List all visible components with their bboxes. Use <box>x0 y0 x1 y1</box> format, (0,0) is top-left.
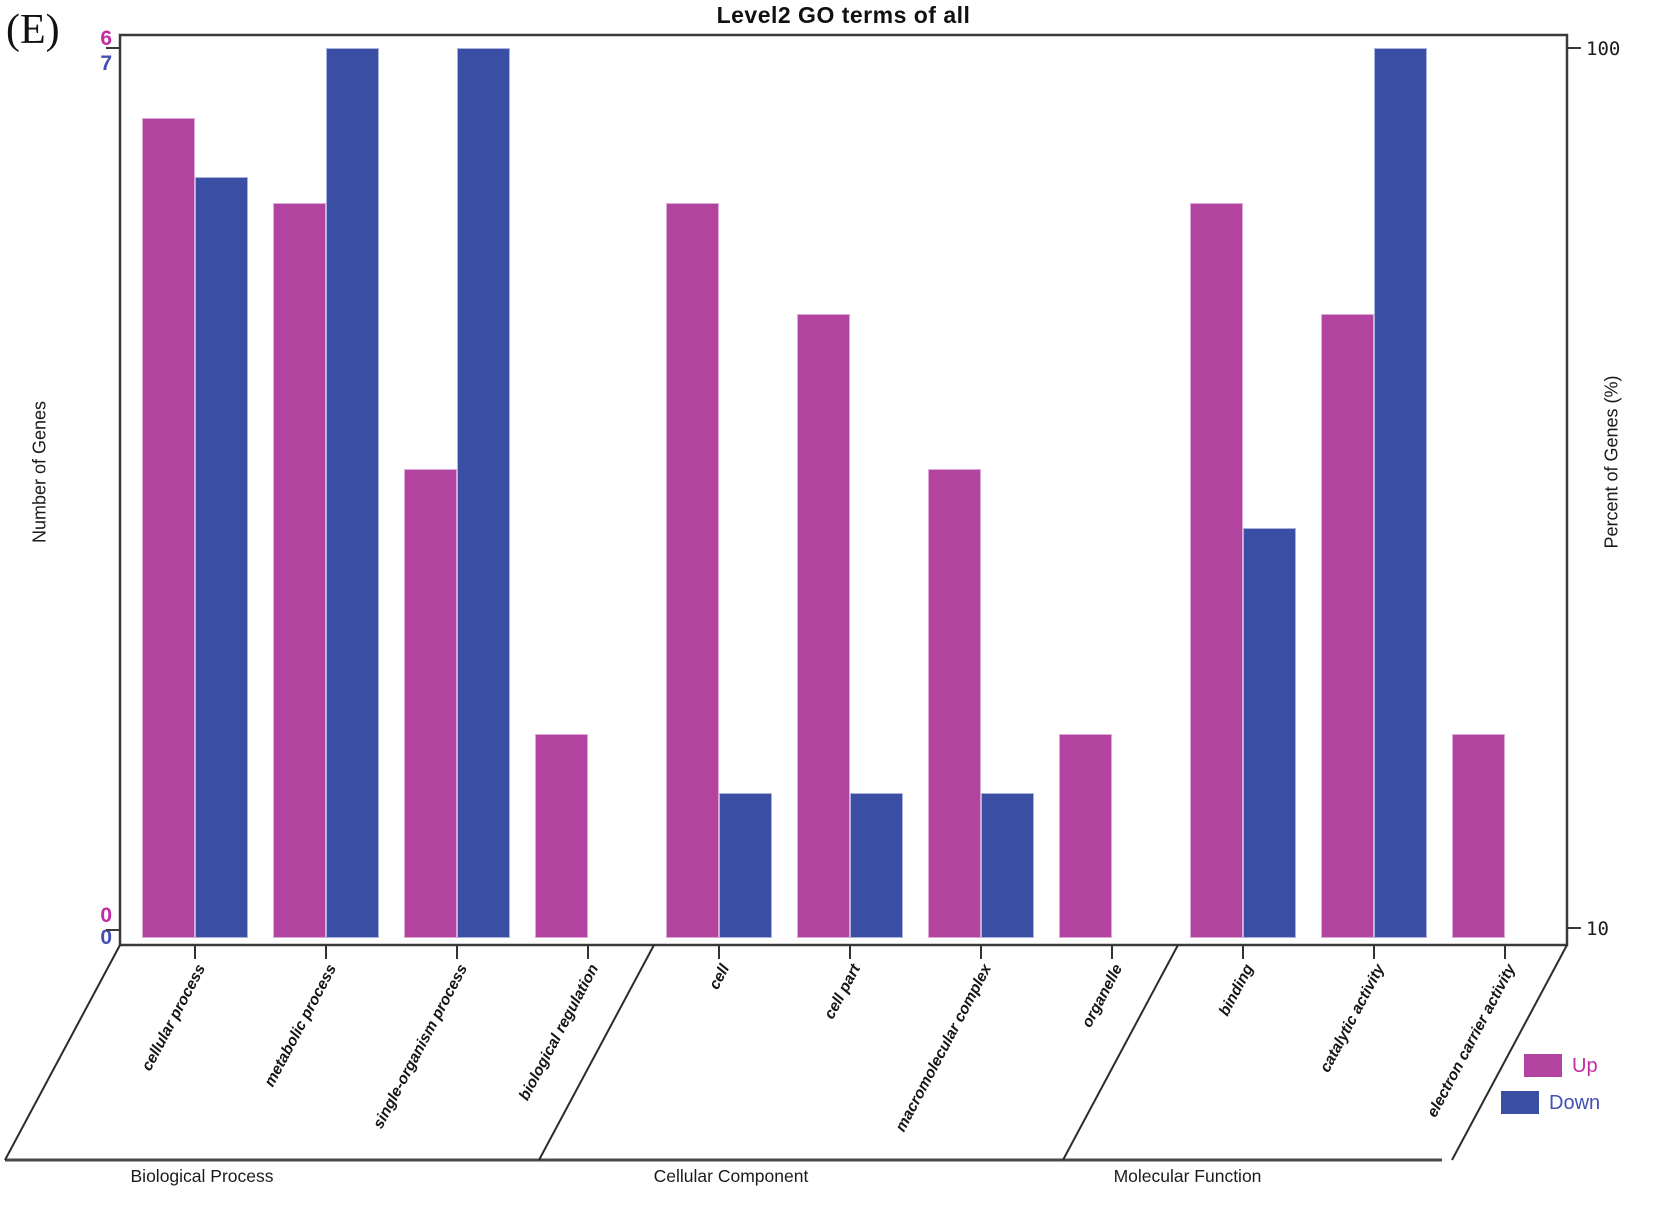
bar-down-metabolic-process <box>326 48 379 938</box>
bar-up-cell-part <box>797 313 850 938</box>
chart-title: Level2 GO terms of all <box>716 2 971 28</box>
bar-down-binding <box>1243 527 1296 938</box>
legend-label-up: Up <box>1572 1054 1598 1077</box>
group-label-molecular-function: Molecular Function <box>1113 1166 1262 1186</box>
bar-up-binding <box>1190 203 1243 938</box>
bar-up-catalytic-activity <box>1321 313 1374 938</box>
bar-up-biological-regulation <box>535 734 588 938</box>
bar-down-macromolecular-complex <box>981 793 1034 938</box>
panel-label: (E) <box>6 7 60 53</box>
bar-down-catalytic-activity <box>1374 48 1427 938</box>
bar-up-cell <box>666 203 719 938</box>
bar-down-cell-part <box>850 793 903 938</box>
right-axis-tick-10: 10 <box>1586 918 1609 940</box>
bar-up-electron-carrier-activity <box>1452 734 1505 938</box>
left-axis-tick-down-min: 0 <box>100 926 112 949</box>
group-separator-2 <box>1062 944 1179 1161</box>
label-area-right-edge <box>1451 944 1568 1161</box>
plot-border <box>118 33 1569 947</box>
bar-down-cellular-process <box>195 176 248 938</box>
left-axis-tick-down-max: 7 <box>100 52 112 75</box>
legend-item-up: Up <box>1524 1054 1598 1077</box>
legend-item-down: Down <box>1501 1091 1600 1114</box>
bar-down-cell <box>719 793 772 938</box>
bar-up-single-organism-process <box>404 468 457 938</box>
legend-swatch-down <box>1501 1091 1539 1114</box>
bar-up-organelle <box>1059 734 1112 938</box>
group-separator-1 <box>538 944 655 1161</box>
label-area-left-edge <box>4 944 121 1161</box>
left-axis-tick-up-max: 6 <box>100 27 112 50</box>
chart-frame <box>4 33 1581 1162</box>
legend-swatch-up <box>1524 1054 1562 1077</box>
left-axis-tick-up-min: 0 <box>100 904 112 927</box>
group-label-cellular-component: Cellular Component <box>653 1166 809 1186</box>
group-label-biological-process: Biological Process <box>130 1166 274 1186</box>
legend-label-down: Down <box>1549 1091 1601 1114</box>
bar-up-metabolic-process <box>273 203 326 938</box>
bar-down-single-organism-process <box>457 48 510 938</box>
bar-up-cellular-process <box>142 117 195 938</box>
bar-up-macromolecular-complex <box>928 468 981 938</box>
right-axis-tick-100: 100 <box>1586 38 1621 60</box>
